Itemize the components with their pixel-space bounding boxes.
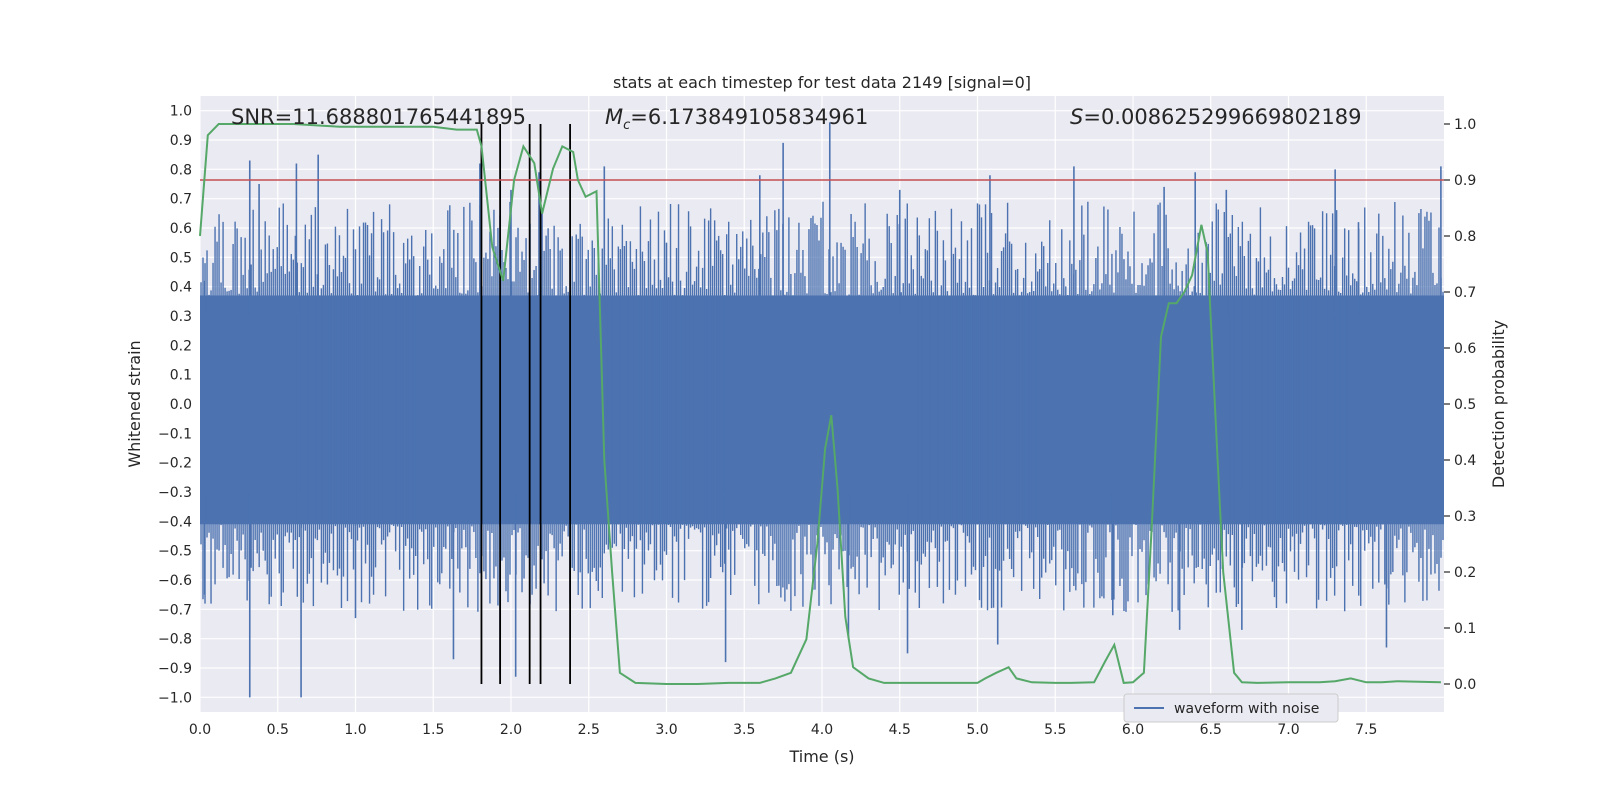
y-left-tick-label: 0.8 [170, 162, 192, 178]
y-left-tick-label: −0.7 [158, 602, 192, 618]
y-left-axis-ticks: 1.0 0.9 0.8 0.7 0.6 0.5 0.4 0.3 0.2 0.1 0.0 −0.1 −0.… [158, 104, 192, 707]
y-left-tick-label: 1.0 [170, 104, 192, 120]
x-tick-label: 1.0 [344, 722, 366, 738]
y-left-tick-label: 0.9 [170, 133, 192, 149]
y-left-axis-label: Whitened strain [125, 340, 144, 467]
x-tick-label: 5.5 [1044, 722, 1066, 738]
x-tick-label: 0.0 [189, 722, 211, 738]
vertical-markers [480, 124, 571, 684]
y-left-tick-label: 0.7 [170, 192, 192, 208]
y-right-tick-label: 0.6 [1454, 341, 1476, 357]
chirp-mass-subscript: c [623, 118, 630, 133]
y-left-tick-label: −0.8 [158, 632, 192, 648]
y-left-tick-label: 0.4 [170, 280, 192, 296]
x-axis-ticks: 0.0 0.5 1.0 1.5 2.0 2.5 3.0 3.5 4.0 4.5 5.0 5.5 6.0 6… [189, 722, 1378, 738]
chirp-mass-value: =6.173849105834961 [630, 105, 868, 129]
legend-box [1123, 693, 1339, 723]
x-tick-label: 4.5 [889, 722, 911, 738]
detection-probability-line [199, 123, 1441, 685]
y-left-tick-label: 0.5 [170, 250, 192, 266]
s-value: =0.008625299669802189 [1083, 105, 1361, 129]
s-symbol: S [1070, 105, 1083, 129]
y-left-tick-label: −0.3 [158, 485, 192, 501]
x-tick-label: 3.0 [655, 722, 677, 738]
x-tick-label: 2.5 [578, 722, 600, 738]
x-tick-label: 7.5 [1355, 722, 1377, 738]
y-left-tick-label: −1.0 [158, 690, 192, 706]
y-left-tick-label: −0.1 [158, 426, 192, 442]
x-tick-label: 2.0 [500, 722, 522, 738]
y-right-axis-label: Detection probability [1489, 320, 1508, 488]
snr-s-annotation: S=0.008625299669802189 [1070, 105, 1361, 129]
y-right-tick-label: 0.7 [1454, 285, 1476, 301]
y-right-tick-label: 0.4 [1454, 453, 1476, 469]
y-left-tick-label: 0.2 [170, 338, 192, 354]
y-left-tick-label: −0.5 [158, 544, 192, 560]
y-right-tick-label: 0.0 [1454, 677, 1476, 693]
y-right-tick-label: 0.8 [1454, 229, 1476, 245]
y-right-tick-label: 1.0 [1454, 117, 1476, 133]
y-right-axis-ticks: 1.0 0.9 0.8 0.7 0.6 0.5 0.4 0.3 0.2 0.1 0.0 [1444, 117, 1476, 693]
y-left-tick-label: 0.1 [170, 368, 192, 384]
legend: waveform with noise [1123, 693, 1339, 723]
x-tick-label: 0.5 [267, 722, 289, 738]
x-tick-label: 6.0 [1122, 722, 1144, 738]
x-tick-label: 1.5 [422, 722, 444, 738]
chart-title: stats at each timestep for test data 214… [613, 73, 1031, 92]
y-right-tick-label: 0.2 [1454, 565, 1476, 581]
snr-annotation: SNR=11.688801765441895 [231, 105, 526, 129]
y-left-tick-label: 0.0 [170, 397, 192, 413]
y-left-tick-label: −0.9 [158, 661, 192, 677]
x-tick-label: 5.0 [966, 722, 988, 738]
x-tick-label: 6.5 [1200, 722, 1222, 738]
y-left-tick-label: 0.3 [170, 309, 192, 325]
y-right-tick-label: 0.9 [1454, 173, 1476, 189]
chirp-mass-annotation: Mc=6.173849105834961 [605, 105, 868, 133]
legend-label: waveform with noise [1174, 701, 1319, 717]
x-tick-label: 3.5 [733, 722, 755, 738]
y-right-tick-label: 0.3 [1454, 509, 1476, 525]
chirp-mass-symbol: M [605, 105, 623, 129]
y-left-tick-label: −0.6 [158, 573, 192, 589]
y-right-tick-label: 0.5 [1454, 397, 1476, 413]
y-right-tick-label: 0.1 [1454, 621, 1476, 637]
x-tick-label: 7.0 [1277, 722, 1299, 738]
x-axis-label: Time (s) [788, 747, 854, 766]
x-tick-label: 4.0 [811, 722, 833, 738]
y-left-tick-label: −0.4 [158, 514, 192, 530]
y-left-tick-label: 0.6 [170, 221, 192, 237]
y-left-tick-label: −0.2 [158, 456, 192, 472]
